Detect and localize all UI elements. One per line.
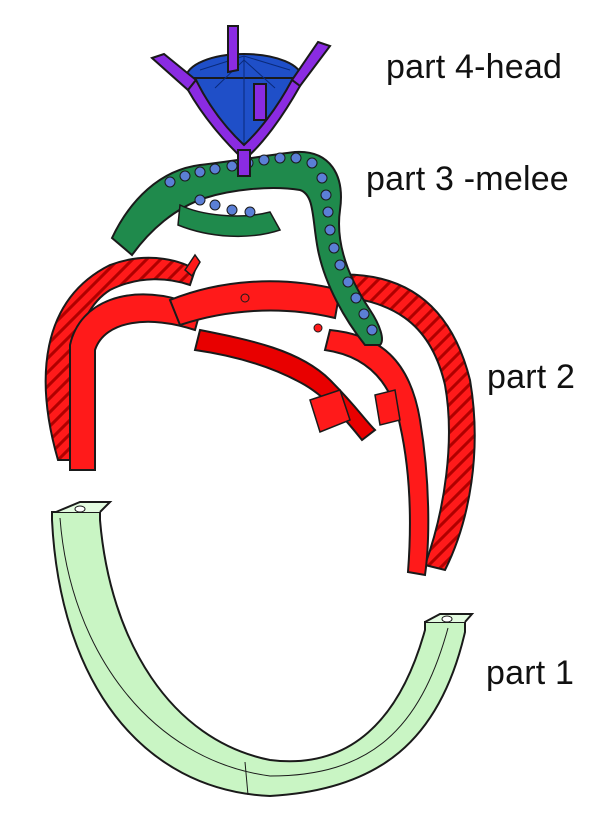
part2-twist-shank [44,253,476,577]
part4-head [150,25,332,177]
part3-melee-band [110,150,383,346]
label-part3-melee: part 3 -melee [366,160,569,198]
part1-lower-shank [51,501,475,798]
label-part2: part 2 [487,358,576,396]
melee-stones [164,152,378,336]
label-part1: part 1 [486,654,575,692]
label-part4-head: part 4-head [386,48,563,86]
